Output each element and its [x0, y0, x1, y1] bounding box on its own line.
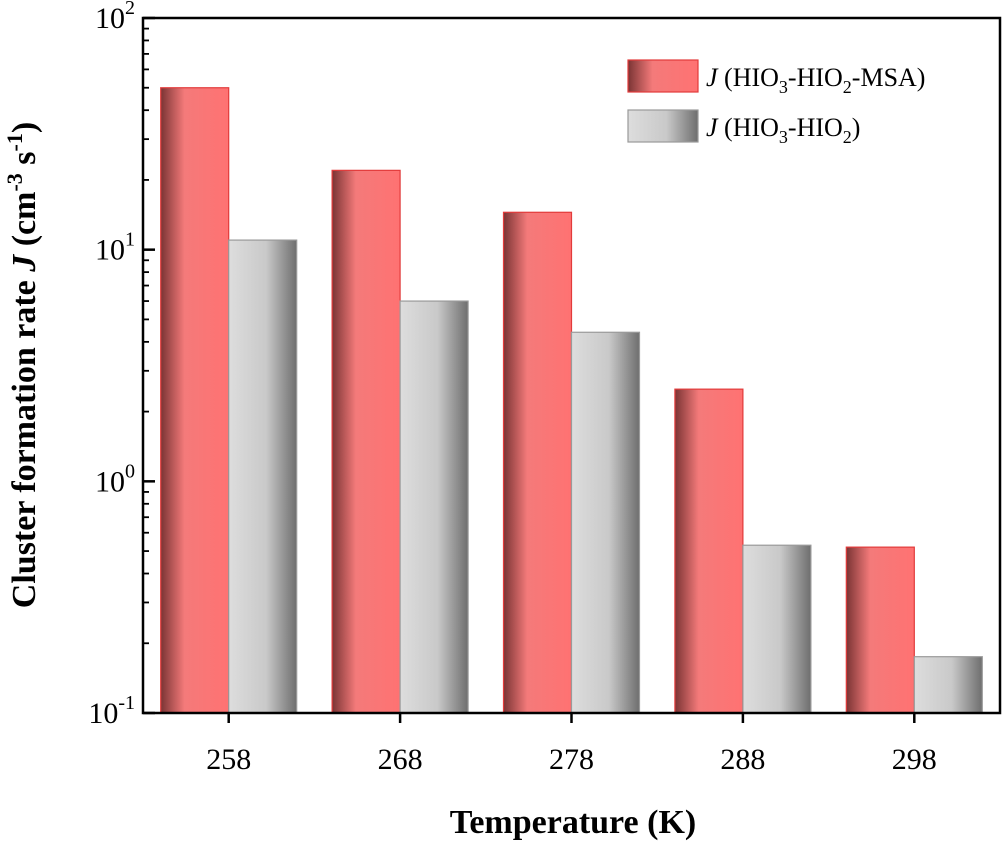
x-tick-label-278: 278	[549, 743, 594, 776]
y-axis-title-exp2: -1	[2, 133, 27, 151]
legend-swatch-0	[627, 59, 699, 93]
bar-s0-278	[502, 211, 573, 714]
x-tick-label-298: 298	[892, 743, 937, 776]
y-axis-title-units-close: )	[6, 122, 43, 133]
bar-s1-288	[742, 544, 812, 714]
y-axis-title-mid: s	[6, 151, 43, 173]
bar-s0-288	[674, 388, 744, 714]
x-axis-title: Temperature (K)	[450, 804, 696, 841]
x-tick-label-288: 288	[720, 743, 765, 776]
bar-s1-298	[913, 656, 983, 714]
bar-s0-268	[331, 169, 401, 714]
y-tick-label: 10-1	[88, 692, 135, 730]
bar-s1-278	[570, 331, 641, 714]
legend-label-0: J (HIO3-HIO2-MSA)	[706, 63, 925, 97]
bar-s0-258	[160, 87, 230, 714]
y-axis-title-symbol: J	[6, 254, 43, 273]
legend: J (HIO3-HIO2-MSA) J (HIO3-HIO2)	[627, 59, 925, 147]
y-axis-title-units-open: (cm	[6, 192, 43, 255]
bar-s0-298	[845, 546, 915, 714]
x-tick-label-268: 268	[378, 743, 423, 776]
bar-s1-268	[399, 300, 469, 714]
bar-s1-258	[228, 239, 298, 714]
y-axis-title-prefix: Cluster formation rate	[6, 272, 43, 608]
y-axis-title-exp1: -3	[2, 173, 27, 191]
y-tick-label: 102	[95, 0, 135, 35]
legend-label-1: J (HIO3-HIO2)	[706, 113, 860, 147]
y-axis-title: Cluster formation rate J (cm-3 s-1)	[2, 122, 43, 608]
x-tick-label-258: 258	[206, 743, 251, 776]
bars-group	[160, 87, 983, 714]
legend-swatch-1	[627, 109, 699, 143]
y-tick-label: 100	[95, 460, 135, 498]
x-axis: 258 268 278 288 298	[206, 713, 937, 776]
y-tick-label: 101	[95, 229, 135, 267]
y-axis: 10-1 100 101 102	[88, 0, 155, 730]
